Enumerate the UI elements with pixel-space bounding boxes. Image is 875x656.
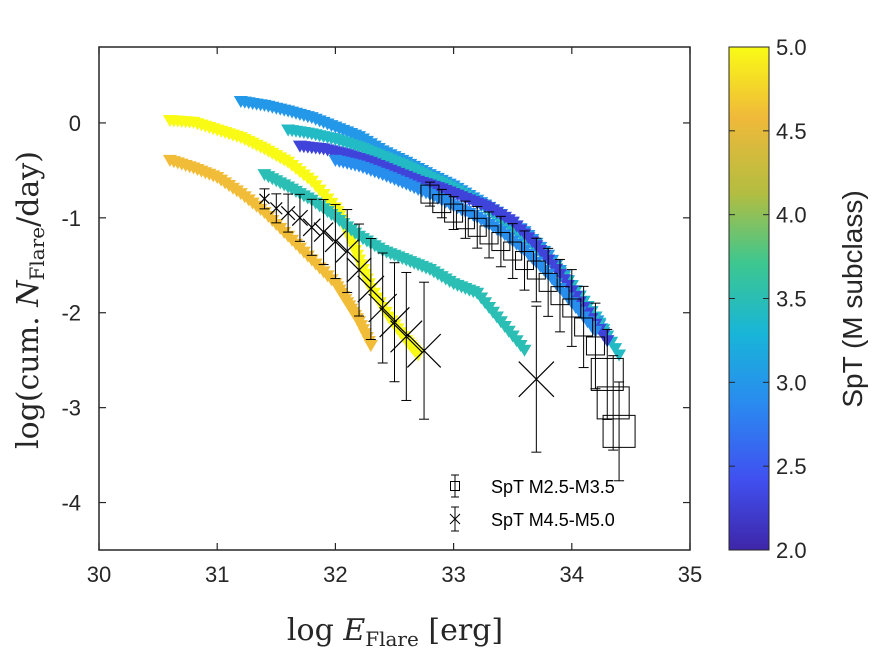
square-marker: [562, 298, 582, 318]
square-marker: [602, 414, 636, 448]
x-marker: [269, 202, 283, 215]
x-marker: [302, 218, 321, 237]
square-marker: [550, 286, 570, 306]
colorbar: [728, 46, 770, 551]
x-tick-label: 35: [678, 562, 702, 587]
x-marker: [379, 306, 410, 338]
colorbar-ticks: 2.0 2.5 3.0 3.5 4.0 4.5 5.0: [729, 35, 807, 563]
colorbar-title: SpT (M subclass): [837, 190, 868, 407]
x-marker: [291, 209, 309, 226]
y-tick-label: 0: [69, 111, 81, 136]
x-marker: [259, 193, 270, 205]
square-marker: [538, 272, 558, 292]
y-tick-label: -2: [61, 301, 81, 326]
colorbar-tick-label: 3.5: [776, 287, 807, 312]
x-tick-label: 33: [441, 562, 465, 587]
x-tick-label: 31: [205, 562, 229, 587]
square-marker: [574, 317, 594, 337]
triangle-marker: [363, 339, 378, 352]
y-axis-title: log(cum. NFlare/day): [11, 151, 49, 449]
series: [259, 188, 555, 453]
x-marker: [357, 275, 385, 303]
x-tick-label: 34: [560, 562, 584, 587]
square-marker: [585, 336, 605, 356]
legend: SpT M2.5-M3.5 SpT M4.5-M5.0: [449, 474, 615, 532]
triangle-marker: [517, 344, 532, 357]
colorbar-tick-label: 5.0: [776, 35, 807, 60]
data-marks: [162, 96, 636, 482]
square-marker: [596, 386, 630, 420]
x-marker: [346, 257, 372, 283]
x-marker: [280, 205, 296, 221]
square-marker: [444, 203, 464, 223]
legend-entry-cross: SpT M4.5-M5.0: [449, 506, 615, 532]
colorbar-tick-label: 2.0: [776, 538, 807, 563]
x-tick-label: 32: [323, 562, 347, 587]
series: [420, 181, 636, 482]
square-marker: [455, 210, 475, 230]
x-marker: [518, 361, 555, 398]
triangle-marker: [612, 349, 627, 362]
legend-label-cross: SpT M4.5-M5.0: [491, 510, 615, 530]
y-tick-label: -1: [61, 206, 81, 231]
x-tick-label: 30: [87, 562, 111, 587]
triangle-marker: [608, 343, 623, 356]
x-marker: [390, 320, 423, 353]
legend-entry-square: SpT M2.5-M3.5: [450, 474, 615, 498]
square-marker: [526, 260, 546, 280]
square-marker: [590, 357, 624, 391]
y-axis: 0 -1 -2 -3 -4: [61, 111, 690, 516]
y-tick-label: -3: [61, 396, 81, 421]
x-marker: [313, 222, 334, 242]
y-tick-label: -4: [61, 491, 81, 516]
x-marker: [335, 239, 359, 263]
colorbar-tick-label: 4.0: [776, 203, 807, 228]
x-axis: 30 31 32 33 34 35: [87, 47, 702, 587]
x-marker: [406, 333, 442, 368]
x-marker: [324, 230, 347, 253]
axes-box: [98, 46, 691, 551]
legend-label-square: SpT M2.5-M3.5: [491, 477, 615, 497]
x-marker: [368, 293, 398, 323]
colorbar-tick-label: 4.5: [776, 119, 807, 144]
series: [257, 169, 532, 357]
square-marker: [479, 225, 499, 245]
colorbar-tick-label: 3.0: [776, 370, 807, 395]
x-axis-title: log EFlare [erg]: [287, 613, 503, 651]
colorbar-tick-label: 2.5: [776, 454, 807, 479]
square-marker: [467, 217, 487, 237]
